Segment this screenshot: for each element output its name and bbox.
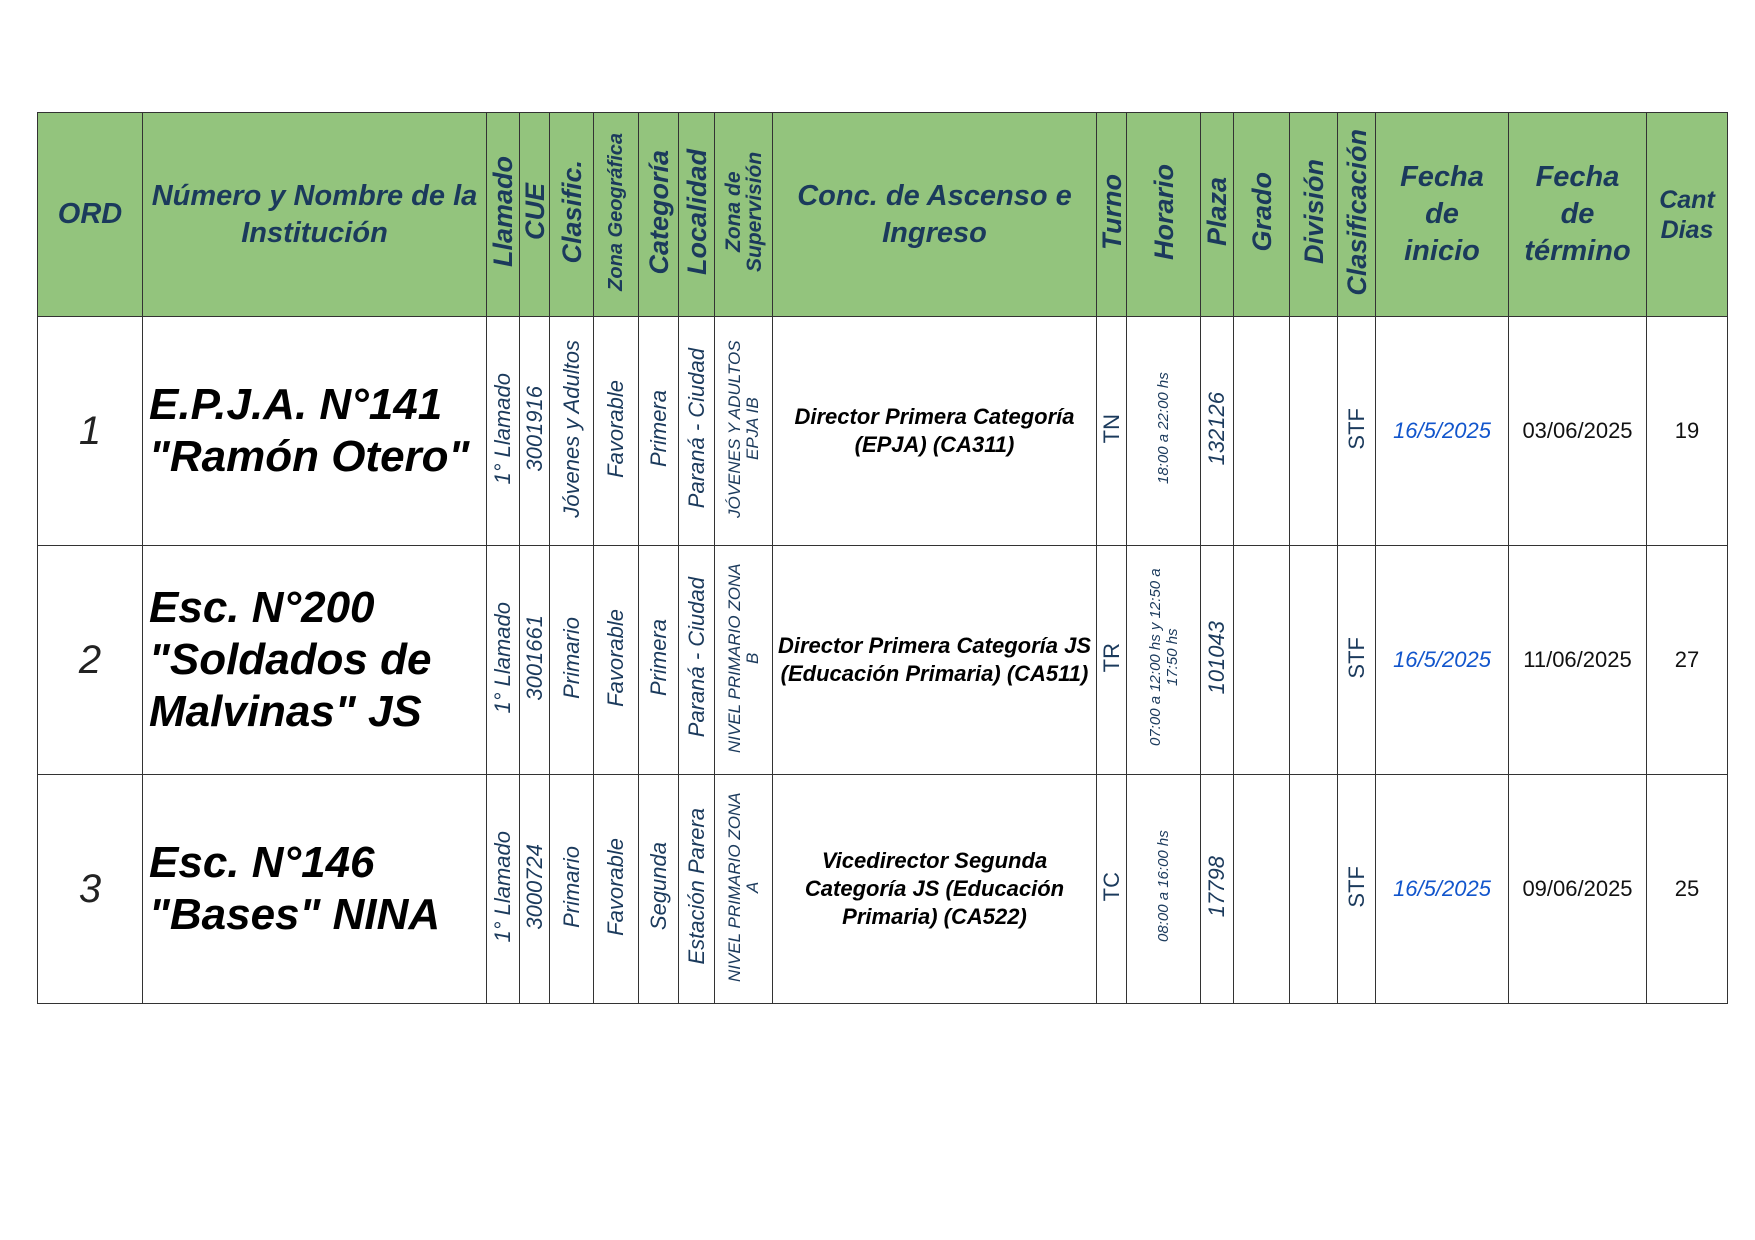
cell-cue: 3001916 (521, 385, 547, 472)
cell-clasific: Primario (558, 845, 584, 928)
cell-horario: 18:00 a 22:00 hs (1155, 372, 1172, 485)
cell-llamado: 1° Llamado (490, 372, 515, 485)
cell-fecha-inicio: 16/5/2025 (1375, 545, 1509, 775)
cell-zona-supervision: NIVEL PRIMARIO ZONA A (724, 791, 762, 982)
cell-fecha-termino: 03/06/2025 (1508, 316, 1647, 546)
cell-grado (1233, 774, 1290, 1004)
cell-fecha-termino: 11/06/2025 (1508, 545, 1647, 775)
header-zona-supervision: Zona de Supervisión (721, 151, 766, 273)
header-cue: CUE (519, 183, 550, 241)
header-conc: Conc. de Ascenso e Ingreso (772, 112, 1097, 317)
cell-clasificacion: STF (1343, 407, 1369, 450)
cell-conc: Director Primera Categoría JS (Educación… (772, 545, 1097, 775)
cell-turno: TN (1098, 413, 1124, 444)
cell-horario: 07:00 a 12:00 hs y 12:50 a 17:50 hs (1146, 568, 1181, 747)
cell-zona-supervision: NIVEL PRIMARIO ZONA B (724, 562, 762, 753)
cell-zona-geografica: Favorable (603, 379, 628, 478)
cell-cue: 3000724 (521, 843, 547, 930)
cell-division (1289, 774, 1338, 1004)
header-ord: ORD (37, 112, 143, 317)
cell-turno: TR (1098, 642, 1124, 673)
header-localidad: Localidad (681, 148, 712, 276)
cell-localidad: Paraná - Ciudad (683, 577, 709, 738)
header-turno: Turno (1096, 174, 1127, 250)
cell-localidad: Paraná - Ciudad (683, 348, 709, 509)
cell-ord: 3 (37, 774, 143, 1004)
cell-categoria: Segunda (645, 842, 671, 931)
cell-institucion: E.P.J.A. N°141 "Ramón Otero" (142, 316, 487, 546)
cell-conc: Director Primera Categoría (EPJA) (CA311… (772, 316, 1097, 546)
cell-zona-geografica: Favorable (603, 837, 628, 936)
header-fecha-termino: Fecha de término (1508, 112, 1647, 317)
cell-cant-dias: 27 (1646, 545, 1728, 775)
table-row: 2 Esc. N°200 "Soldados de Malvinas" JS 1… (37, 545, 1728, 775)
vacancies-table: ORD Número y Nombre de la Institución Ll… (37, 112, 1728, 1004)
cell-conc: Vicedirector Segunda Categoría JS (Educa… (772, 774, 1097, 1004)
cell-cue: 3001661 (521, 614, 547, 701)
cell-turno: TC (1098, 871, 1124, 902)
cell-plaza: 132126 (1204, 391, 1229, 466)
cell-llamado: 1° Llamado (490, 601, 515, 714)
table-row: 1 E.P.J.A. N°141 "Ramón Otero" 1° Llamad… (37, 316, 1728, 546)
header-llamado: Llamado (488, 156, 518, 268)
cell-categoria: Primera (645, 618, 671, 696)
cell-fecha-termino: 09/06/2025 (1508, 774, 1647, 1004)
header-institucion: Número y Nombre de la Institución (142, 112, 487, 317)
cell-llamado: 1° Llamado (490, 830, 515, 943)
header-plaza: Plaza (1202, 177, 1232, 247)
header-cant-dias: Cant Dias (1646, 112, 1728, 317)
cell-cant-dias: 19 (1646, 316, 1728, 546)
header-division: División (1298, 159, 1329, 265)
header-clasific: Clasific. (556, 160, 587, 264)
header-grado: Grado (1246, 172, 1277, 252)
cell-horario: 08:00 a 16:00 hs (1155, 830, 1172, 943)
cell-cant-dias: 25 (1646, 774, 1728, 1004)
cell-institucion: Esc. N°146 "Bases" NINA (142, 774, 487, 1004)
cell-plaza: 17798 (1204, 855, 1229, 918)
header-fecha-inicio: Fecha de inicio (1375, 112, 1509, 317)
cell-categoria: Primera (645, 389, 671, 467)
cell-clasific: Jóvenes y Adultos (558, 339, 584, 518)
cell-clasificacion: STF (1343, 865, 1369, 908)
cell-ord: 1 (37, 316, 143, 546)
table-row: 3 Esc. N°146 "Bases" NINA 1° Llamado 300… (37, 774, 1728, 1004)
cell-zona-supervision: JÓVENES Y ADULTOS EPJA IB (724, 339, 762, 518)
cell-plaza: 101043 (1204, 620, 1229, 695)
cell-grado (1233, 316, 1290, 546)
cell-fecha-inicio: 16/5/2025 (1375, 774, 1509, 1004)
cell-grado (1233, 545, 1290, 775)
cell-division (1289, 316, 1338, 546)
cell-localidad: Estación Parera (683, 808, 709, 965)
header-row: ORD Número y Nombre de la Institución Ll… (37, 112, 1728, 317)
cell-clasific: Primario (558, 616, 584, 699)
header-horario: Horario (1148, 163, 1179, 261)
cell-fecha-inicio: 16/5/2025 (1375, 316, 1509, 546)
header-categoria: Categoría (643, 149, 674, 275)
cell-institucion: Esc. N°200 "Soldados de Malvinas" JS (142, 545, 487, 775)
header-zona-geografica: Zona Geográfica (605, 133, 627, 291)
cell-division (1289, 545, 1338, 775)
cell-clasificacion: STF (1343, 636, 1369, 679)
cell-ord: 2 (37, 545, 143, 775)
header-clasificacion: Clasificación (1341, 128, 1372, 296)
cell-zona-geografica: Favorable (603, 608, 628, 707)
